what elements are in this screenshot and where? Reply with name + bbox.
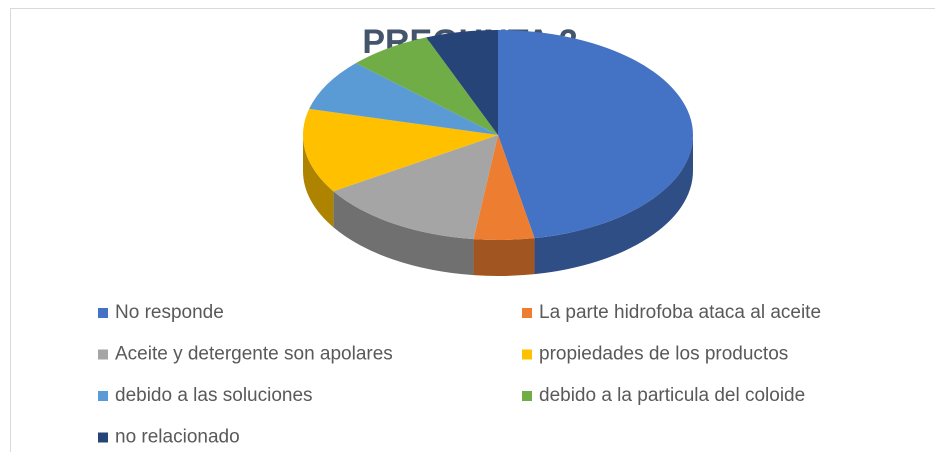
pie-slice	[473, 135, 535, 240]
pie-slice	[498, 30, 694, 239]
legend-label: debido a las soluciones	[115, 385, 313, 406]
pie-slice	[426, 30, 498, 135]
pie-slice	[333, 135, 498, 240]
legend-swatch	[98, 432, 108, 443]
legend-label: debido a la particula del coloide	[539, 385, 805, 406]
legend-swatch	[98, 391, 108, 401]
pie-side	[534, 135, 693, 275]
legend-label: No responde	[115, 302, 224, 323]
pie-slice	[355, 37, 498, 135]
pie-slice	[303, 108, 498, 192]
legend-swatch	[98, 308, 108, 318]
legend-label: La parte hidrofoba ataca al aceite	[539, 302, 821, 323]
pie-slice	[309, 63, 498, 135]
legend-swatch	[522, 308, 532, 318]
pie-side	[473, 238, 535, 277]
legend-swatch	[522, 349, 532, 360]
pie-side	[333, 191, 474, 276]
legend-label: propiedades de los productos	[539, 344, 788, 365]
legend-swatch	[522, 391, 532, 401]
pie-side	[303, 135, 334, 228]
legend-label: no relacionado	[115, 427, 240, 448]
legend-label: Aceite y detergente son apolares	[115, 344, 393, 365]
legend-swatch	[98, 349, 108, 360]
